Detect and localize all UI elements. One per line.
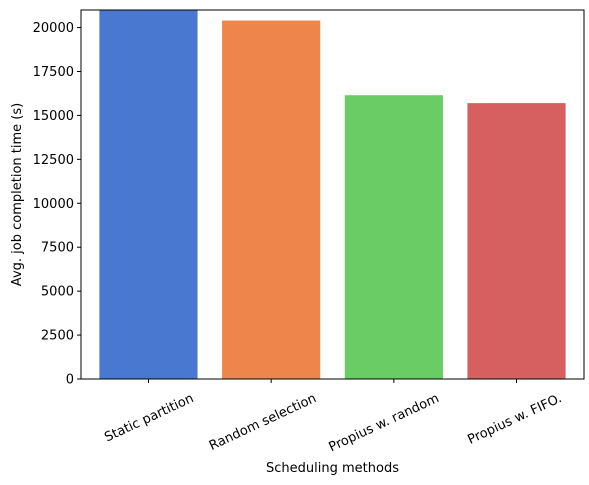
x-tick-label: Propius w. random [327,391,442,455]
y-tick-label: 20000 [33,21,74,36]
y-tick-label: 5000 [41,285,74,300]
y-axis-label: Avg. job completion time (s) [10,103,25,286]
y-tick-label: 10000 [33,197,74,212]
bar-static-partition [99,10,198,379]
bar-propius-w-fifo [467,103,566,379]
y-axis-ticks: 0 2500 5000 7500 10000 12500 15000 17500 20000 [33,21,81,388]
bar-propius-w-random [344,95,443,379]
x-tick-label: Propius w. FIFO. [465,391,564,448]
x-axis-ticks: Static partition Random selection Propius … [102,379,564,455]
y-tick-label: 17500 [33,65,74,80]
y-tick-label: 2500 [41,329,74,344]
bars-group [99,10,566,380]
bar-random-selection [222,20,321,380]
x-tick-label: Random selection [207,391,319,454]
y-tick-label: 12500 [33,153,74,168]
y-tick-label: 0 [66,373,74,388]
y-tick-label: 15000 [33,109,74,124]
x-tick-label: Static partition [102,391,196,445]
plot-frame [80,9,585,380]
y-tick-label: 7500 [41,241,74,256]
x-axis-label: Scheduling methods [266,461,399,476]
